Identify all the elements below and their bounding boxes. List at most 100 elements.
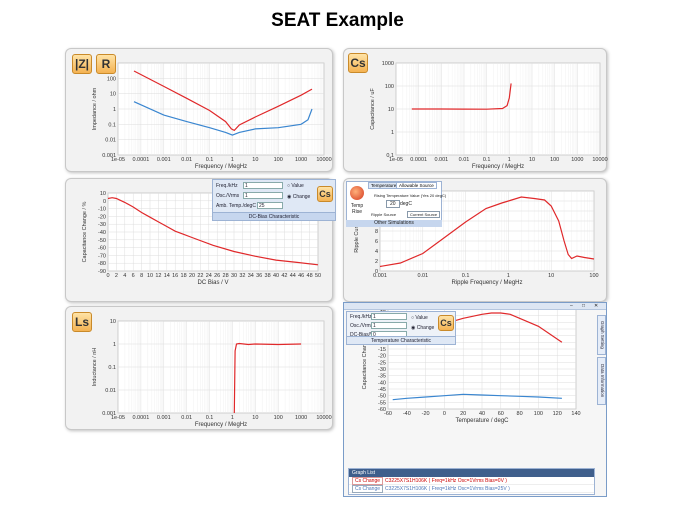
temp-rise-icon[interactable] xyxy=(350,186,364,200)
change-radio[interactable]: ◉ Change xyxy=(287,194,311,200)
freq-label: Freq./kHz xyxy=(216,183,238,189)
y-tick-label: 1000 xyxy=(382,61,394,67)
x-tick-label: -60 xyxy=(384,411,392,417)
y-axis-label: Capacitance / uF xyxy=(370,88,376,130)
capacitance-panel: 1e-05 0.0001 0.001 0.01 0.1 1 10 100 1000 10000 10… xyxy=(343,48,608,172)
minimize-icon[interactable]: – xyxy=(570,303,573,309)
osc-select[interactable]: 1 xyxy=(243,192,283,199)
y-axis-label: Inductance / nH xyxy=(92,348,98,387)
close-icon[interactable]: ✕ xyxy=(594,303,599,309)
y-tick-label: -15 xyxy=(378,347,386,353)
y-tick-label: 0.001 xyxy=(102,153,116,159)
maximize-icon[interactable]: □ xyxy=(582,303,586,309)
rising-temp-input[interactable]: 20 xyxy=(386,200,400,208)
tab-allowable-source[interactable]: Allowable Source xyxy=(396,182,437,189)
temperature-controls: Freq./kHz 1 Osc./Vrms 1 DC-Bias/V 0 ○ Va… xyxy=(346,311,456,345)
x-tick-label: 100 xyxy=(589,273,598,279)
temp-osc-select[interactable]: 1 xyxy=(371,322,407,329)
dcbias-panel: 0 2 4 6 8 10 12 14 16 18 20 22 24 26 28 30 32 34 36 38 40 42 4… xyxy=(65,178,336,302)
change-radio-label: Change xyxy=(292,194,311,200)
y-axis-label: Impedance / ohm xyxy=(92,87,98,130)
x-tick-label: 0.001 xyxy=(373,273,387,279)
x-tick-label: -40 xyxy=(403,411,411,417)
value-radio[interactable]: ○ Value xyxy=(287,183,304,189)
y-tick-label: -30 xyxy=(378,367,386,373)
x-tick-label: 36 xyxy=(256,273,262,279)
red-series-line xyxy=(411,83,512,110)
temp-change-radio-label: Change xyxy=(416,325,435,331)
red-series-line xyxy=(133,70,313,132)
x-tick-label: 34 xyxy=(248,273,254,279)
temp-freq-select[interactable]: 1 xyxy=(371,313,407,320)
y-tick-label: 0.01 xyxy=(105,138,116,144)
y-tick-label: 0.1 xyxy=(108,365,116,371)
y-tick-label: 10 xyxy=(388,107,394,113)
x-tick-label: 6 xyxy=(132,273,135,279)
graph-item-tag: Cs Change xyxy=(352,477,384,485)
x-tick-label: 0.001 xyxy=(157,415,171,421)
y-tick-label: -25 xyxy=(378,360,386,366)
x-axis-label: Temperature / degC xyxy=(455,418,509,424)
x-tick-label: 18 xyxy=(181,273,187,279)
x-tick-label: 32 xyxy=(239,273,245,279)
inductance-ls-button[interactable]: Ls xyxy=(72,312,92,332)
y-tick-label: -40 xyxy=(98,230,106,236)
x-tick-label: 0.0001 xyxy=(132,157,149,163)
temp-cs-button[interactable]: Cs xyxy=(438,315,454,331)
temp-select[interactable]: 25 xyxy=(257,202,283,209)
capacitance-chart: 1e-05 0.0001 0.001 0.01 0.1 1 10 100 1000 1000010… xyxy=(370,61,608,170)
x-tick-label: 10000 xyxy=(316,157,331,163)
y-axis-label: Ripple Current / A xyxy=(354,209,360,253)
capacitance-cs-button[interactable]: Cs xyxy=(348,53,368,73)
graph-list-item[interactable]: Cs Change C3225X7S1H106K ( Freq=1kHz Osc=… xyxy=(349,485,594,493)
x-tick-label: 22 xyxy=(197,273,203,279)
ripple-source-label: Ripple Source xyxy=(371,212,397,217)
y-tick-label: 10 xyxy=(100,191,106,197)
tab-data-information[interactable]: Data Information xyxy=(597,357,606,405)
x-tick-label: 10 xyxy=(252,157,258,163)
impedance-z-button[interactable]: |Z| xyxy=(72,54,92,74)
x-tick-label: 100 xyxy=(274,415,283,421)
page-title: SEAT Example xyxy=(271,10,404,31)
freq-select[interactable]: 1 xyxy=(243,182,283,189)
y-axis-label: Capacitance Change / % xyxy=(82,201,88,262)
temp-value-radio[interactable]: ○ Value xyxy=(411,315,428,321)
y-tick-label: 15 xyxy=(380,307,386,313)
resistance-button[interactable]: R xyxy=(96,54,116,74)
graph-list-header: Graph List xyxy=(349,469,594,477)
graph-list: Graph List Cs Change C3225X7S1H106K ( Fre… xyxy=(348,468,595,495)
other-simulations-label[interactable]: Other Simulations xyxy=(346,220,442,227)
y-tick-label: -60 xyxy=(98,246,106,252)
graph-list-item[interactable]: Cs Change C3225X7S1H106K ( Freq=1kHz Osc=… xyxy=(349,477,594,485)
x-tick-label: 80 xyxy=(517,411,523,417)
x-axis-label: Frequency / MegHz xyxy=(472,164,524,170)
x-tick-label: 1 xyxy=(231,157,234,163)
x-tick-label: 40 xyxy=(273,273,279,279)
x-tick-label: 12 xyxy=(155,273,161,279)
red-series-line xyxy=(233,342,302,414)
y-tick-label: -45 xyxy=(378,387,386,393)
x-tick-label: 0.01 xyxy=(181,157,192,163)
impedance-panel: 1e-05 0.0001 0.001 0.01 0.1 1 10 100 1000 10000 10… xyxy=(65,48,333,172)
tab-graph-setting[interactable]: Graph Setting xyxy=(597,315,606,355)
x-tick-label: 1 xyxy=(507,273,510,279)
graph-item-tag: Cs Change xyxy=(352,485,384,493)
x-tick-label: 20 xyxy=(460,411,466,417)
temp-label: Amb. Temp./degC xyxy=(216,203,256,209)
y-tick-label: 8 xyxy=(375,229,378,235)
x-tick-label: 0.1 xyxy=(483,157,491,163)
temp-osc-label: Osc./Vrms xyxy=(350,323,374,329)
x-axis-label: Ripple Frequency / MegHz xyxy=(451,280,522,286)
graph-item-text: C3225X7S1H106K ( Freq=1kHz Osc=1Vrms Bia… xyxy=(385,478,507,484)
y-tick-label: -30 xyxy=(98,222,106,228)
x-tick-label: 28 xyxy=(223,273,229,279)
temp-change-radio[interactable]: ◉ Change xyxy=(411,325,435,331)
window-titlebar xyxy=(344,303,606,310)
y-tick-label: 0.1 xyxy=(108,122,116,128)
y-tick-label: 6 xyxy=(375,239,378,245)
x-axis-label: Frequency / MegHz xyxy=(195,164,247,170)
dcbias-cs-button[interactable]: Cs xyxy=(317,186,333,202)
y-axis-label: Capacitance Change / % xyxy=(362,328,368,389)
x-tick-label: 4 xyxy=(123,273,126,279)
ripple-source-select[interactable]: Current Source xyxy=(407,211,441,218)
